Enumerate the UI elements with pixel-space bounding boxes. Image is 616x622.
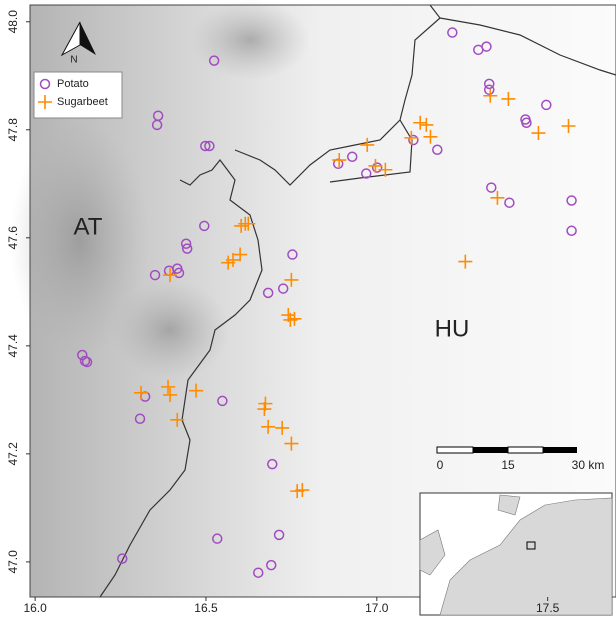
terrain <box>190 0 310 80</box>
x-tick-label: 17.0 <box>365 601 389 615</box>
y-tick-label: 47.6 <box>6 226 20 250</box>
region-label: AT <box>74 213 103 240</box>
y-tick-label: 47.0 <box>6 550 20 574</box>
north-label: N <box>70 55 77 66</box>
legend-label: Sugarbeet <box>57 96 108 108</box>
y-tick-label: 47.4 <box>6 334 20 358</box>
inset-map <box>420 493 612 615</box>
scale-label: 0 <box>437 458 444 472</box>
scale-seg <box>473 447 508 453</box>
x-tick-label: 16.0 <box>23 601 47 615</box>
region-label: HU <box>435 315 470 342</box>
x-tick-label: 17.5 <box>536 601 560 615</box>
y-tick-label: 47.8 <box>6 118 20 142</box>
y-tick-label: 47.2 <box>6 442 20 466</box>
legend-label: Potato <box>57 78 89 90</box>
scale-seg <box>437 447 473 453</box>
scale-seg <box>508 447 543 453</box>
scale-seg <box>543 447 577 453</box>
map: AT HU N 0 15 30 km 16.0 16.5 17.0 17.5 47.0 4… <box>0 0 616 617</box>
scale-label: 15 <box>501 458 515 472</box>
y-tick-label: 48.0 <box>6 10 20 34</box>
terrain <box>110 280 230 380</box>
scale-label: 30 km <box>572 458 605 472</box>
x-tick-label: 16.5 <box>194 601 218 615</box>
